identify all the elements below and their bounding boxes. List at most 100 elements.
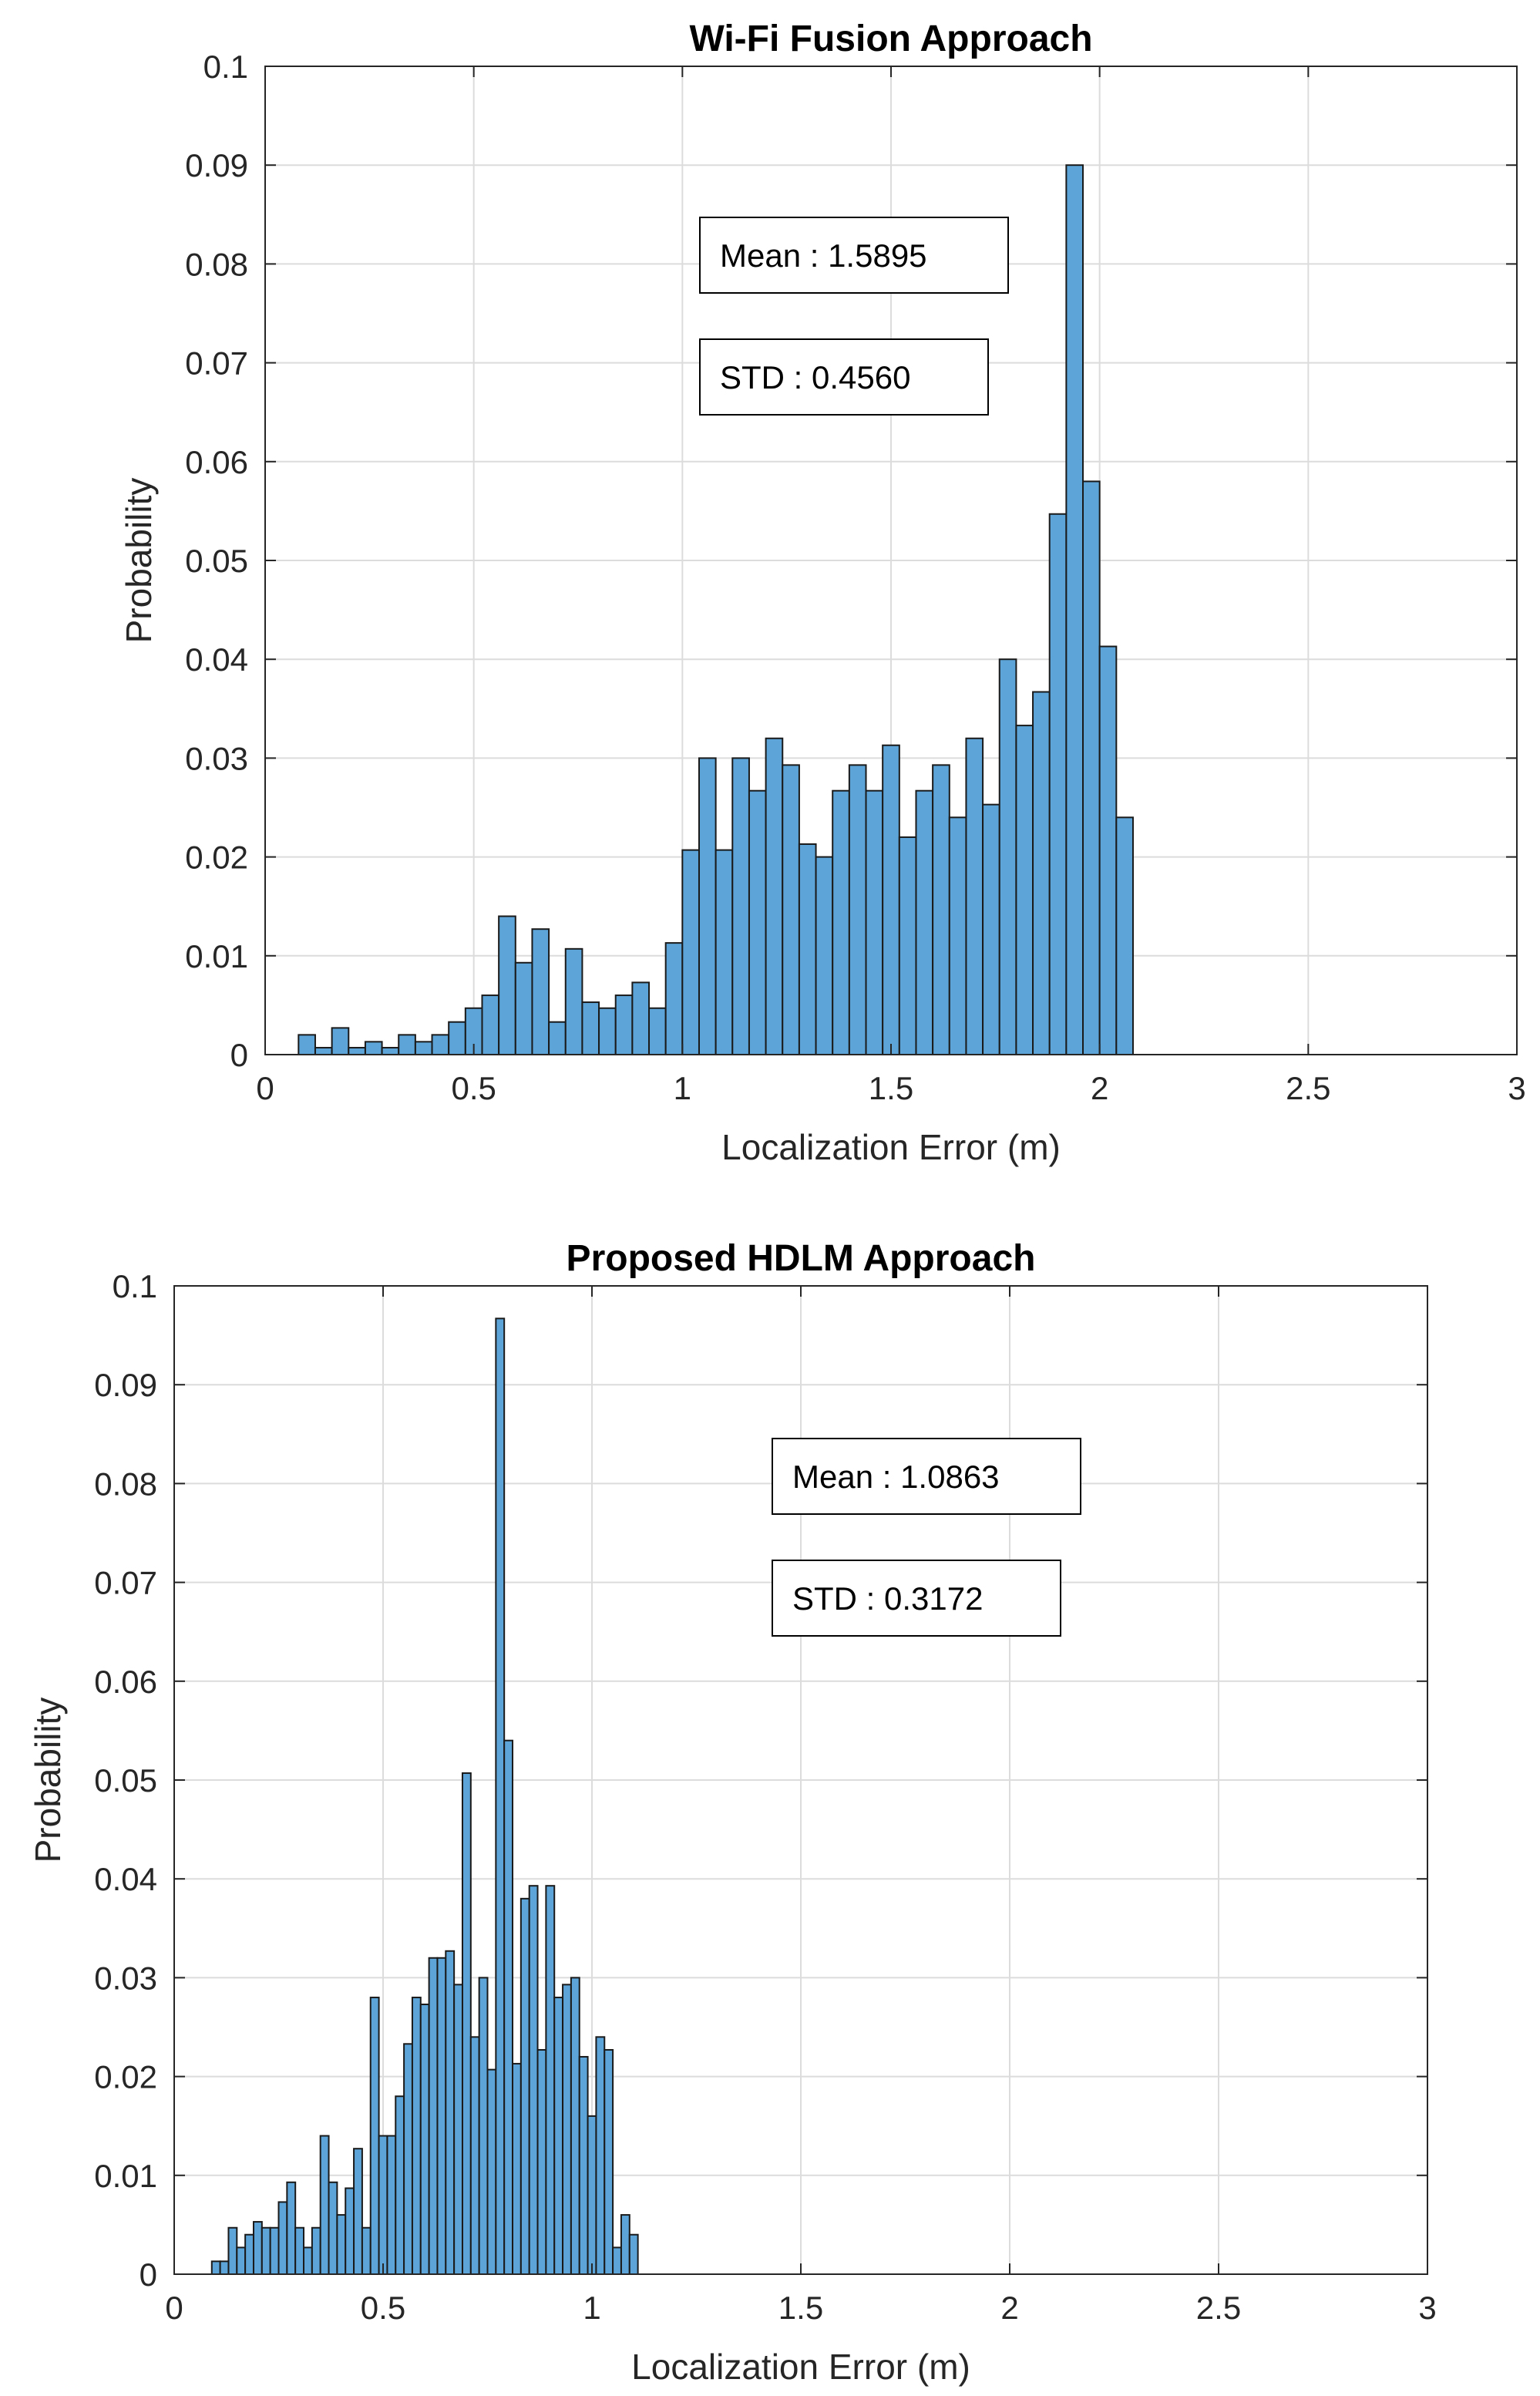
histogram-bar — [219, 2260, 230, 2275]
histogram-bar — [478, 1977, 489, 2275]
histogram-bar — [378, 2135, 388, 2276]
y-tick-label: 0.01 — [94, 2158, 157, 2194]
histogram-bar — [303, 2246, 313, 2275]
histogram-bar — [381, 1047, 400, 1056]
y-tick-label: 0.05 — [94, 1762, 157, 1799]
y-tick-label: 0 — [230, 1037, 248, 1073]
y-tick-label: 0.03 — [94, 1960, 157, 1996]
std-annotation-text: STD : 0.4560 — [720, 359, 910, 395]
histogram-bar — [277, 2201, 288, 2276]
histogram-bar — [528, 1885, 539, 2276]
histogram-bar — [765, 737, 784, 1055]
x-tick-label: 0 — [256, 1070, 274, 1106]
y-tick-label: 0.1 — [113, 1268, 157, 1304]
histogram-bar — [715, 849, 734, 1055]
histogram-bar — [631, 981, 651, 1055]
histogram-bar — [832, 789, 850, 1056]
histogram-bar — [648, 1007, 667, 1055]
y-tick-label: 0.04 — [94, 1861, 157, 1897]
histogram-bar — [469, 2036, 480, 2276]
histogram-bar — [581, 1001, 600, 1055]
histogram-bar — [998, 658, 1017, 1055]
histogram-bar — [286, 2181, 297, 2275]
y-tick-label: 0.06 — [185, 444, 248, 480]
chart-title: Wi-Fi Fusion Approach — [689, 19, 1092, 59]
histogram-bar — [865, 789, 884, 1056]
histogram-bar — [331, 1027, 350, 1055]
histogram-bar — [319, 2135, 330, 2276]
y-axis-label: Probability — [28, 1698, 68, 1863]
histogram-bar — [1015, 725, 1034, 1055]
ticks: 0 0.5 1 1.5 2 2.5 3 0 0.01 0.02 0.03 0.04 0.05 0.06 0.… — [185, 49, 1525, 1106]
x-tick-label: 2.5 — [1286, 1070, 1330, 1106]
histogram-bar — [564, 947, 583, 1056]
histogram-bar — [445, 1950, 456, 2275]
histogram-bar — [386, 2135, 397, 2276]
histogram-wifi-fusion: 0 0.5 1 1.5 2 2.5 3 0 0.01 0.02 0.03 0.04 0.05 0.06 0.… — [119, 19, 1526, 1167]
x-tick-label: 1 — [583, 2290, 600, 2326]
histogram-bar — [915, 789, 934, 1056]
y-tick-label: 0.06 — [94, 1664, 157, 1700]
histogram-bar — [562, 1984, 572, 2276]
histogram-bar — [1082, 480, 1101, 1055]
histogram-bar — [948, 816, 967, 1055]
histogram-bar — [782, 764, 800, 1056]
histogram-bar — [587, 2115, 597, 2275]
histogram-bar — [395, 2095, 405, 2275]
mean-annotation: Mean : 1.5895 — [699, 217, 1009, 294]
histogram-bar — [598, 1007, 617, 1055]
histogram-bar — [882, 744, 900, 1055]
x-axis-label: Localization Error (m) — [631, 2347, 970, 2387]
histogram-bar — [578, 2055, 589, 2275]
x-tick-label: 0.5 — [361, 2290, 405, 2326]
histogram-bar — [403, 2043, 413, 2275]
histogram-bar — [531, 928, 550, 1056]
histogram-bar — [361, 2226, 372, 2276]
histogram-bar — [495, 1317, 506, 2275]
x-tick-label: 3 — [1418, 2290, 1436, 2326]
mean-annotation-text: Mean : 1.5895 — [720, 237, 927, 274]
histogram-bar — [448, 1021, 466, 1055]
histogram-bar — [570, 1977, 580, 2275]
histogram-bar — [798, 843, 817, 1055]
histogram-bar — [461, 1772, 472, 2275]
histogram-bar — [369, 1997, 380, 2276]
x-tick-label: 2 — [1091, 1070, 1108, 1106]
histogram-bar — [336, 2214, 347, 2276]
y-tick-label: 0.1 — [203, 49, 248, 85]
x-tick-label: 1.5 — [869, 1070, 913, 1106]
y-tick-label: 0.02 — [185, 840, 248, 876]
histogram-bar — [414, 1041, 433, 1055]
histogram-bar — [353, 2148, 363, 2276]
y-tick-label: 0.08 — [185, 246, 248, 282]
histogram-bar — [815, 856, 834, 1055]
histogram-bar — [519, 1897, 530, 2276]
histogram-bar — [512, 2062, 522, 2276]
histogram-bar — [486, 2068, 497, 2275]
histogram-bar — [419, 2004, 430, 2275]
y-tick-label: 0.09 — [185, 147, 248, 183]
y-axis-label: Probability — [119, 478, 159, 644]
histogram-bar — [748, 789, 767, 1056]
std-annotation-text: STD : 0.3172 — [792, 1580, 983, 1617]
bars — [298, 164, 1134, 1056]
y-tick-label: 0.01 — [185, 938, 248, 974]
histogram-bar — [1098, 645, 1118, 1055]
y-tick-label: 0.02 — [94, 2059, 157, 2095]
histogram-bar — [514, 961, 533, 1056]
y-tick-label: 0.04 — [185, 641, 248, 678]
histogram-bar — [553, 1997, 564, 2276]
histogram-bar — [364, 1041, 383, 1055]
y-tick-label: 0.03 — [185, 740, 248, 776]
histogram-bar — [595, 2036, 606, 2276]
bars — [210, 1317, 639, 2276]
x-axis-label: Localization Error (m) — [721, 1127, 1061, 1167]
histogram-bar — [1065, 164, 1084, 1056]
histogram-bar — [436, 1957, 447, 2275]
mean-annotation: Mean : 1.0863 — [772, 1438, 1081, 1515]
histogram-bar — [428, 1957, 439, 2275]
histogram-bar — [298, 1034, 316, 1055]
histogram-bar — [453, 1984, 463, 2276]
y-tick-label: 0.05 — [185, 543, 248, 579]
